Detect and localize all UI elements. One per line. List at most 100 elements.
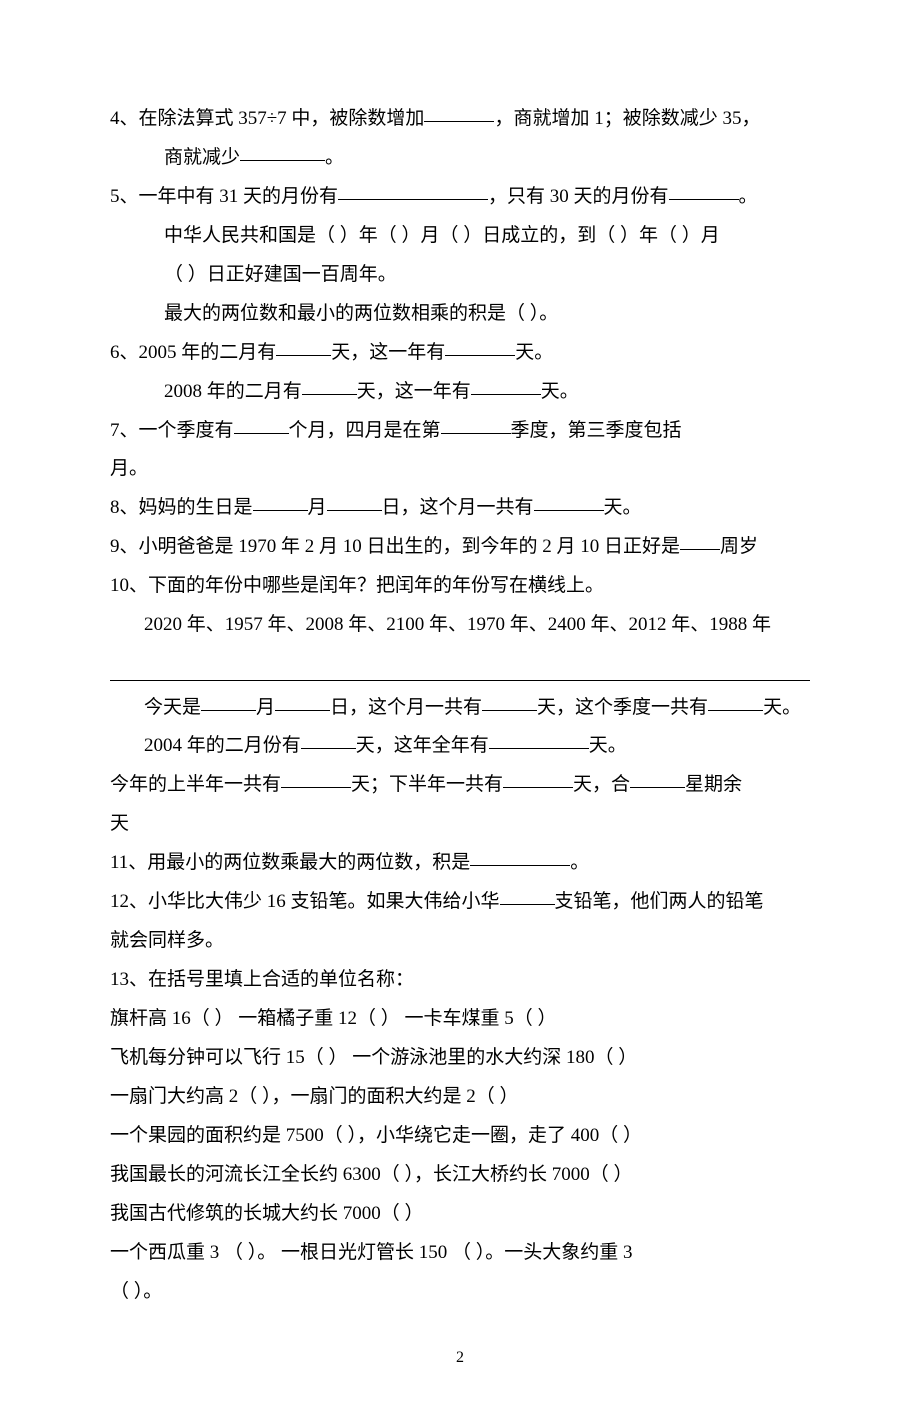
blank xyxy=(680,530,720,550)
q7-line1: 7、一个季度有个月，四月是在第季度，第三季度包括 xyxy=(110,412,810,451)
blank xyxy=(327,491,382,511)
blank xyxy=(534,491,604,511)
blank xyxy=(301,729,356,749)
q13-text-r2: 飞机每分钟可以飞行 15（ ） 一个游泳池里的水大约深 180（ ） xyxy=(110,1047,637,1068)
q13-head: 13、在括号里填上合适的单位名称： xyxy=(110,961,810,1000)
q13-text-head: 13、在括号里填上合适的单位名称： xyxy=(110,969,414,990)
q5-text-1b: ，只有 30 天的月份有 xyxy=(488,186,669,207)
q7-text-1a: 7、一个季度有 xyxy=(110,420,234,441)
q11-line: 11、用最小的两位数乘最大的两位数，积是 。 xyxy=(110,844,810,883)
q10-text-5d: 星期余 xyxy=(685,774,742,795)
q5-text-2: 中华人民共和国是（ ）年（ ）月（ ）日成立的，到（ ）年（ ）月 xyxy=(164,225,720,246)
answer-line xyxy=(110,649,810,680)
q12-line1: 12、小华比大伟少 16 支铅笔。如果大伟给小华 支铅笔，他们两人的铅笔 xyxy=(110,883,810,922)
q8-text-c: 日，这个月一共有 xyxy=(382,497,534,518)
q6-line2: 2008 年的二月有 天，这一年有 天。 xyxy=(110,373,810,412)
q10-text-5a: 今年的上半年一共有 xyxy=(110,774,281,795)
blank xyxy=(275,691,330,711)
q5-text-4: 最大的两位数和最小的两位数相乘的积是（ ）。 xyxy=(164,303,558,324)
q13-text-r1: 旗杆高 16（ ） 一箱橘子重 12（ ） 一卡车煤重 5（ ） xyxy=(110,1008,557,1029)
q13-text-r4: 一个果园的面积约是 7500（ ），小华绕它走一圈，走了 400（ ） xyxy=(110,1125,642,1146)
q13-r3: 一扇门大约高 2（ ），一扇门的面积大约是 2（ ） xyxy=(110,1078,810,1117)
q10-text-1: 10、下面的年份中哪些是闰年？把闰年的年份写在横线上。 xyxy=(110,575,604,596)
q10-text-3a: 今天是 xyxy=(144,697,201,718)
blank xyxy=(201,691,256,711)
q6-text-1a: 6、2005 年的二月有 xyxy=(110,342,276,363)
q6-line1: 6、2005 年的二月有天，这一年有天。 xyxy=(110,334,810,373)
blank xyxy=(503,768,573,788)
q10-text-3c: 日，这个月一共有 xyxy=(330,697,482,718)
blank xyxy=(500,885,555,905)
blank xyxy=(470,846,570,866)
q4-text-1b: ，商就增加 1；被除数减少 35， xyxy=(494,108,760,129)
q13-text-r3: 一扇门大约高 2（ ），一扇门的面积大约是 2（ ） xyxy=(110,1086,519,1107)
page-number: 2 xyxy=(110,1342,810,1375)
q13-r1: 旗杆高 16（ ） 一箱橘子重 12（ ） 一卡车煤重 5（ ） xyxy=(110,1000,810,1039)
blank xyxy=(669,180,739,200)
q12-line2: 就会同样多。 xyxy=(110,922,810,961)
q4-text-1a: 4、在除法算式 357÷7 中，被除数增加 xyxy=(110,108,424,129)
blank xyxy=(489,729,589,749)
q10-line6: 天 xyxy=(110,805,810,844)
q5-text-1a: 5、一年中有 31 天的月份有 xyxy=(110,186,338,207)
q6-text-2b: 天，这一年有 xyxy=(357,381,471,402)
q10-line2: 2020 年、1957 年、2008 年、2100 年、1970 年、2400 … xyxy=(110,606,810,645)
q11-text-b: 。 xyxy=(570,852,589,873)
blank xyxy=(281,768,351,788)
q13-r4: 一个果园的面积约是 7500（ ），小华绕它走一圈，走了 400（ ） xyxy=(110,1117,810,1156)
blank xyxy=(630,768,685,788)
q10-line5: 今年的上半年一共有 天；下半年一共有 天，合 星期余 xyxy=(110,766,810,805)
q4-text-2b: 。 xyxy=(325,147,344,168)
q10-text-2: 2020 年、1957 年、2008 年、2100 年、1970 年、2400 … xyxy=(144,614,771,635)
blank xyxy=(276,336,331,356)
blank xyxy=(441,414,511,434)
q10-text-5b: 天；下半年一共有 xyxy=(351,774,503,795)
q6-text-2a: 2008 年的二月有 xyxy=(164,381,302,402)
q9-line: 9、小明爸爸是 1970 年 2 月 10 日出生的，到今年的 2 月 10 日… xyxy=(110,528,810,567)
q7-text-2: 月。 xyxy=(110,458,148,479)
q10-text-6: 天 xyxy=(110,813,129,834)
q8-line: 8、妈妈的生日是月日，这个月一共有天。 xyxy=(110,489,810,528)
worksheet-page: 4、在除法算式 357÷7 中，被除数增加 ，商就增加 1；被除数减少 35， 商… xyxy=(0,0,920,1414)
blank xyxy=(253,491,308,511)
q5-text-1c: 。 xyxy=(739,186,758,207)
q10-text-4b: 天，这年全年有 xyxy=(356,735,489,756)
q12-text-b: 支铅笔，他们两人的铅笔 xyxy=(555,891,764,912)
q6-text-2c: 天。 xyxy=(541,381,579,402)
q13-r5: 我国最长的河流长江全长约 6300（ ），长江大桥约长 7000（ ） xyxy=(110,1156,810,1195)
q13-r8: （ ）。 xyxy=(110,1273,810,1312)
q9-text-b: 周岁 xyxy=(720,536,758,557)
q10-text-4c: 天。 xyxy=(589,735,627,756)
q13-r2: 飞机每分钟可以飞行 15（ ） 一个游泳池里的水大约深 180（ ） xyxy=(110,1039,810,1078)
q10-text-3e: 天。 xyxy=(763,697,801,718)
q13-text-r5: 我国最长的河流长江全长约 6300（ ），长江大桥约长 7000（ ） xyxy=(110,1164,633,1185)
q5-text-3: （ ）日正好建国一百周年。 xyxy=(164,264,397,285)
q13-text-r8: （ ）。 xyxy=(110,1281,162,1302)
blank xyxy=(302,375,357,395)
q12-text-c: 就会同样多。 xyxy=(110,930,224,951)
q13-text-r7: 一个西瓜重 3 （ ）。 一根日光灯管长 150 （ ）。一头大象约重 3 xyxy=(110,1242,633,1263)
blank xyxy=(445,336,515,356)
q8-text-b: 月 xyxy=(308,497,327,518)
q4-line2: 商就减少。 xyxy=(110,139,810,178)
q13-text-r6: 我国古代修筑的长城大约长 7000（ ） xyxy=(110,1203,424,1224)
blank xyxy=(240,141,325,161)
q5-line4: 最大的两位数和最小的两位数相乘的积是（ ）。 xyxy=(110,295,810,334)
q10-line1: 10、下面的年份中哪些是闰年？把闰年的年份写在横线上。 xyxy=(110,567,810,606)
q7-text-1c: 季度，第三季度包括 xyxy=(511,420,682,441)
blank xyxy=(482,691,537,711)
q10-text-5c: 天，合 xyxy=(573,774,630,795)
q10-text-3b: 月 xyxy=(256,697,275,718)
q6-text-1c: 天。 xyxy=(515,342,553,363)
q12-text-a: 12、小华比大伟少 16 支铅笔。如果大伟给小华 xyxy=(110,891,500,912)
q10-line3: 今天是月日，这个月一共有天，这个季度一共有天。 xyxy=(110,689,810,728)
blank xyxy=(234,414,289,434)
q4-line1: 4、在除法算式 357÷7 中，被除数增加 ，商就增加 1；被除数减少 35， xyxy=(110,100,810,139)
q13-r7: 一个西瓜重 3 （ ）。 一根日光灯管长 150 （ ）。一头大象约重 3 xyxy=(110,1234,810,1273)
q13-r6: 我国古代修筑的长城大约长 7000（ ） xyxy=(110,1195,810,1234)
q8-text-d: 天。 xyxy=(604,497,642,518)
q11-text-a: 11、用最小的两位数乘最大的两位数，积是 xyxy=(110,852,470,873)
q10-line4: 2004 年的二月份有天，这年全年有天。 xyxy=(110,727,810,766)
q5-line3: （ ）日正好建国一百周年。 xyxy=(110,256,810,295)
q7-line2: 月。 xyxy=(110,450,810,489)
